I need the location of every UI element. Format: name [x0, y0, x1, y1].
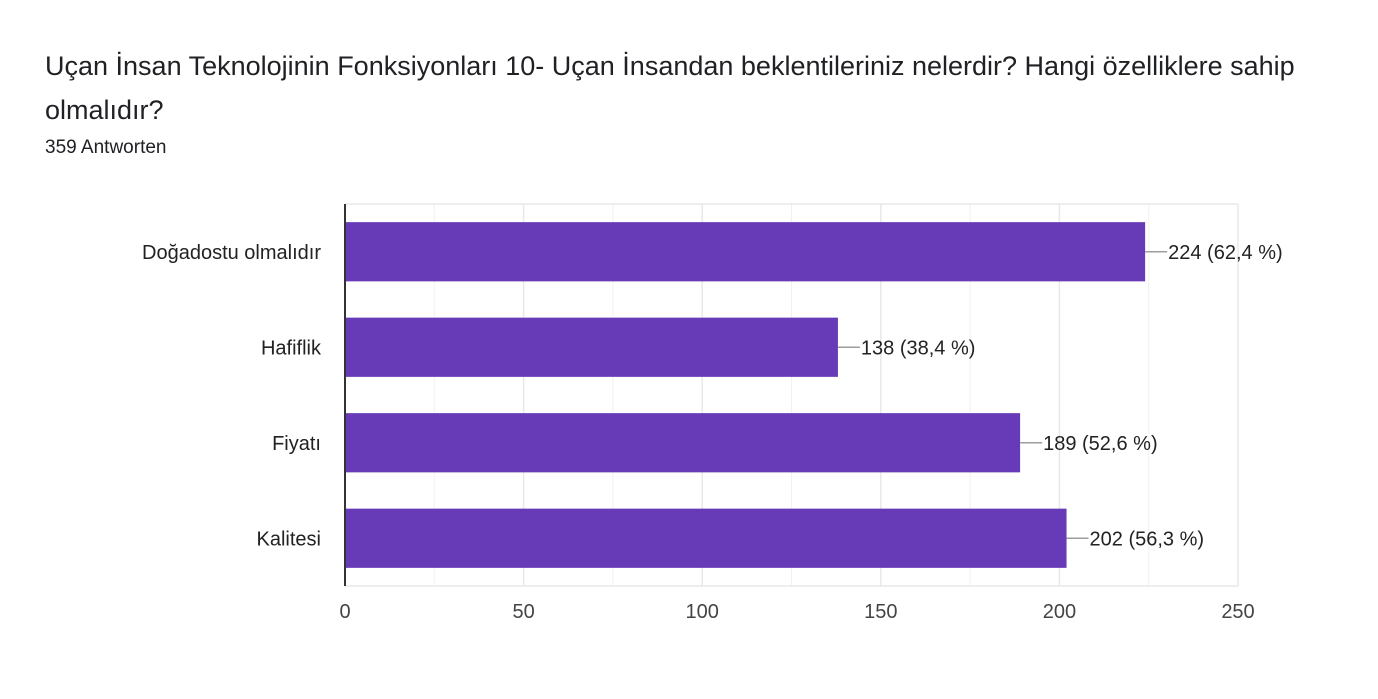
response-count: 359 Antworten [45, 137, 167, 158]
category-label: Kalitesi [257, 528, 321, 550]
x-tick-label: 250 [1221, 601, 1254, 623]
bars [345, 222, 1146, 568]
bar-1 [345, 317, 838, 377]
value-label: 202 (56,3 %) [1090, 528, 1205, 550]
x-tick-label: 200 [1043, 601, 1076, 623]
labels: 0 50 100 150 200 250 224 (62,4 %) Doğadostu olm… [142, 204, 1283, 623]
value-label: 138 (38,4 %) [861, 337, 976, 359]
value-label: 189 (52,6 %) [1043, 433, 1158, 455]
value-label: 224 (62,4 %) [1168, 242, 1283, 264]
chart-title: Uçan İnsan Teknolojinin Fonksiyonları 10… [45, 51, 1295, 125]
x-tick-label: 150 [864, 601, 897, 623]
bar-2 [345, 413, 1021, 473]
category-label: Hafiflik [261, 337, 322, 359]
category-label: Fiyatı [272, 433, 321, 455]
x-tick-label: 100 [686, 601, 719, 623]
bar-3 [345, 508, 1067, 568]
category-label: Doğadostu olmalıdır [142, 242, 321, 264]
bar-0 [345, 222, 1146, 282]
x-tick-label: 50 [512, 601, 534, 623]
x-tick-label: 0 [339, 601, 350, 623]
